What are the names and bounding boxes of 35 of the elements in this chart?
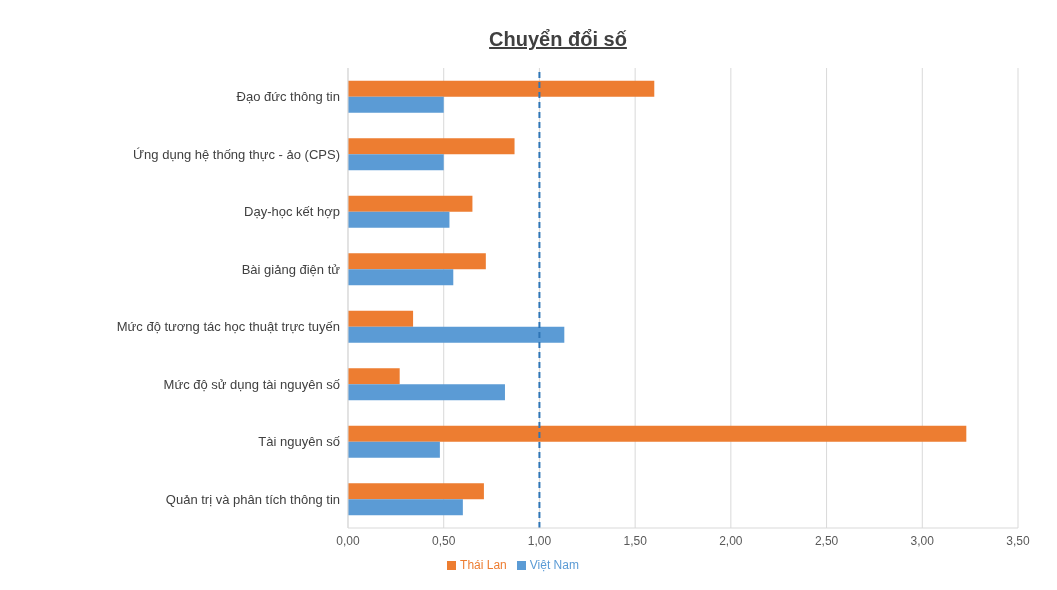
bar	[348, 441, 440, 458]
y-tick-label: Quản trị và phân tích thông tin	[165, 491, 340, 507]
legend-label: Thái Lan	[460, 558, 507, 572]
x-tick-label: 3,50	[1006, 533, 1030, 548]
y-tick-label: Mức độ tương tác học thuật trực tuyến	[116, 319, 340, 335]
bar	[348, 384, 505, 401]
x-tick-label: 1,00	[527, 533, 552, 548]
bar	[348, 138, 515, 155]
bar	[348, 483, 484, 500]
chart-title: Chuyển đổi số	[488, 27, 628, 52]
x-tick-label: 1,50	[623, 533, 648, 548]
bar	[348, 326, 565, 343]
bar	[348, 425, 967, 442]
y-tick-label: Dạy-học kết hợp	[244, 204, 340, 220]
y-tick-label: Tài nguyên số	[258, 434, 340, 450]
bar	[348, 195, 473, 212]
bar	[348, 253, 486, 270]
x-tick-label: 0,00	[336, 533, 360, 548]
x-tick-label: 2,00	[719, 533, 743, 548]
y-tick-label: Đạo đức thông tin	[236, 89, 340, 105]
x-tick-label: 2,50	[814, 533, 839, 548]
y-tick-label: Bài giảng điện tử	[241, 261, 341, 277]
bar	[348, 269, 454, 286]
bar	[348, 80, 655, 97]
y-tick-label: Ứng dụng hệ thống thực - ảo (CPS)	[133, 146, 340, 162]
bar	[348, 368, 400, 385]
y-tick-label: Mức độ sử dụng tài nguyên số	[163, 376, 340, 392]
bar	[348, 96, 444, 113]
legend-label: Việt Nam	[529, 558, 579, 572]
bar	[348, 499, 463, 516]
bar	[348, 154, 444, 171]
bar	[348, 310, 414, 327]
x-tick-label: 3,00	[910, 533, 935, 548]
x-tick-label: 0,50	[432, 533, 456, 548]
bar	[348, 211, 450, 228]
